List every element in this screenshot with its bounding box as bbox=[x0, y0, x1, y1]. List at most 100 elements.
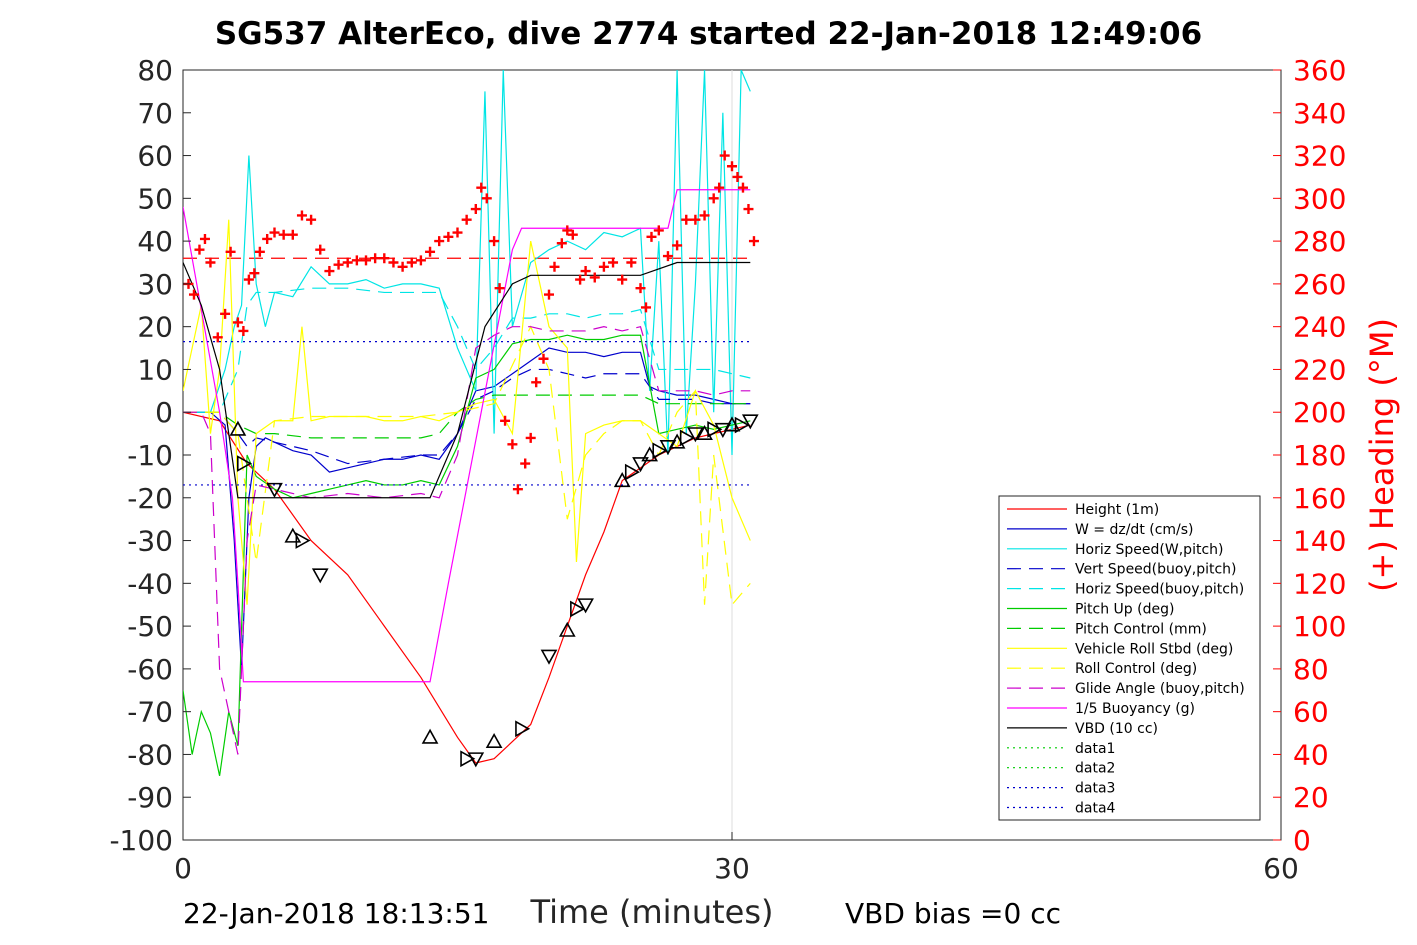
heading-point bbox=[461, 214, 472, 225]
height-marker bbox=[558, 621, 576, 637]
heading-point bbox=[580, 266, 591, 277]
y2-tick-label: 120 bbox=[1293, 567, 1346, 600]
heading-point bbox=[525, 432, 536, 443]
y2-tick-label: 340 bbox=[1293, 97, 1346, 130]
y-tick-label: -100 bbox=[109, 824, 173, 857]
heading-point bbox=[443, 231, 454, 242]
y-tick-label: -50 bbox=[127, 610, 173, 643]
heading-point bbox=[269, 227, 280, 238]
height-marker bbox=[236, 455, 253, 472]
y-tick-label: 40 bbox=[137, 225, 173, 258]
height-marker bbox=[741, 414, 759, 430]
series-line-5 bbox=[183, 334, 751, 776]
chart-title: SG537 AlterEco, dive 2774 started 22-Jan… bbox=[214, 16, 1203, 52]
heading-point bbox=[575, 274, 586, 285]
y2-tick-label: 60 bbox=[1293, 696, 1329, 729]
legend-label-1: W = dz/dt (cm/s) bbox=[1075, 522, 1194, 538]
heading-point bbox=[507, 439, 518, 450]
heading-point bbox=[681, 214, 692, 225]
height-marker bbox=[570, 600, 586, 618]
heading-point bbox=[512, 484, 523, 495]
heading-point bbox=[617, 274, 628, 285]
height-marker bbox=[734, 416, 750, 434]
data-layer bbox=[183, 70, 759, 776]
y2-tick-label: 80 bbox=[1293, 653, 1329, 686]
heading-point bbox=[254, 246, 265, 257]
heading-point bbox=[737, 182, 748, 193]
heading-point bbox=[481, 193, 492, 204]
heading-point bbox=[238, 325, 249, 336]
legend-label-6: Pitch Control (mm) bbox=[1075, 621, 1207, 637]
legend-label-0: Height (1m) bbox=[1075, 502, 1159, 518]
heading-point bbox=[205, 257, 216, 268]
y-tick-label: 30 bbox=[137, 268, 173, 301]
heading-point bbox=[640, 302, 651, 313]
heading-point bbox=[434, 236, 445, 247]
legend-label-9: Glide Angle (buoy,pitch) bbox=[1075, 681, 1245, 697]
legend-label-8: Roll Control (deg) bbox=[1075, 661, 1197, 677]
heading-point bbox=[452, 227, 463, 238]
y-tick-label: -10 bbox=[127, 439, 173, 472]
heading-point bbox=[351, 255, 362, 266]
legend-label-11: VBD (10 cc) bbox=[1075, 721, 1158, 737]
heading-point bbox=[608, 257, 619, 268]
series-line-11 bbox=[183, 261, 751, 499]
heading-point bbox=[388, 257, 399, 268]
heading-point bbox=[333, 259, 344, 270]
height-marker bbox=[295, 532, 311, 549]
y-tick-label: -80 bbox=[127, 738, 173, 771]
heading-point bbox=[662, 251, 673, 262]
y2-tick-label: 280 bbox=[1293, 225, 1346, 258]
height-marker bbox=[652, 442, 668, 460]
heading-point bbox=[296, 210, 307, 221]
heading-point bbox=[743, 204, 754, 215]
height-marker bbox=[624, 463, 640, 481]
heading-point bbox=[232, 317, 243, 328]
series-line-8 bbox=[183, 325, 751, 607]
heading-point bbox=[262, 233, 273, 244]
series-line-2 bbox=[183, 70, 751, 456]
heading-point bbox=[531, 377, 542, 388]
height-marker bbox=[266, 482, 283, 498]
heading-point bbox=[194, 244, 205, 255]
heading-point bbox=[287, 229, 298, 240]
y-tick-label: 70 bbox=[137, 97, 173, 130]
heading-point bbox=[415, 255, 426, 266]
heading-point bbox=[727, 161, 737, 172]
x-axis-label: Time (minutes) bbox=[530, 893, 774, 931]
heading-point bbox=[598, 261, 609, 272]
series-line-6 bbox=[183, 394, 751, 439]
heading-point bbox=[476, 182, 487, 193]
height-marker bbox=[467, 752, 485, 768]
heading-point bbox=[212, 332, 223, 343]
y2-tick-label: 260 bbox=[1293, 268, 1346, 301]
footer-vbd-bias: VBD bias =0 cc bbox=[845, 897, 1061, 930]
y-tick-label: 0 bbox=[155, 396, 173, 429]
y2-tick-label: 0 bbox=[1293, 824, 1311, 857]
y-tick-label: -90 bbox=[127, 781, 173, 814]
y-tick-label: 50 bbox=[137, 182, 173, 215]
y2-tick-label: 40 bbox=[1293, 738, 1329, 771]
y2-tick-label: 180 bbox=[1293, 439, 1346, 472]
y-tick-label: 20 bbox=[137, 311, 173, 344]
heading-point bbox=[549, 261, 560, 272]
y-tick-label: 60 bbox=[137, 140, 173, 173]
heading-point bbox=[324, 266, 335, 277]
heading-point bbox=[719, 150, 730, 161]
series-line-10 bbox=[183, 189, 751, 683]
y2-tick-label: 20 bbox=[1293, 781, 1329, 814]
heading-point bbox=[370, 253, 381, 264]
heading-point bbox=[672, 240, 683, 251]
heading-point bbox=[220, 308, 231, 319]
heading-point bbox=[470, 204, 481, 215]
heading-point bbox=[748, 236, 759, 247]
legend-label-10: 1/5 Buoyancy (g) bbox=[1075, 701, 1195, 717]
y-tick-label: -60 bbox=[127, 653, 173, 686]
y2-tick-label: 240 bbox=[1293, 311, 1346, 344]
y-tick-label: -40 bbox=[127, 567, 173, 600]
legend-label-14: data3 bbox=[1075, 781, 1115, 797]
y-tick-label: 10 bbox=[137, 353, 173, 386]
height-marker bbox=[540, 649, 558, 665]
heading-point bbox=[361, 255, 371, 266]
legend-label-5: Pitch Up (deg) bbox=[1075, 602, 1174, 618]
